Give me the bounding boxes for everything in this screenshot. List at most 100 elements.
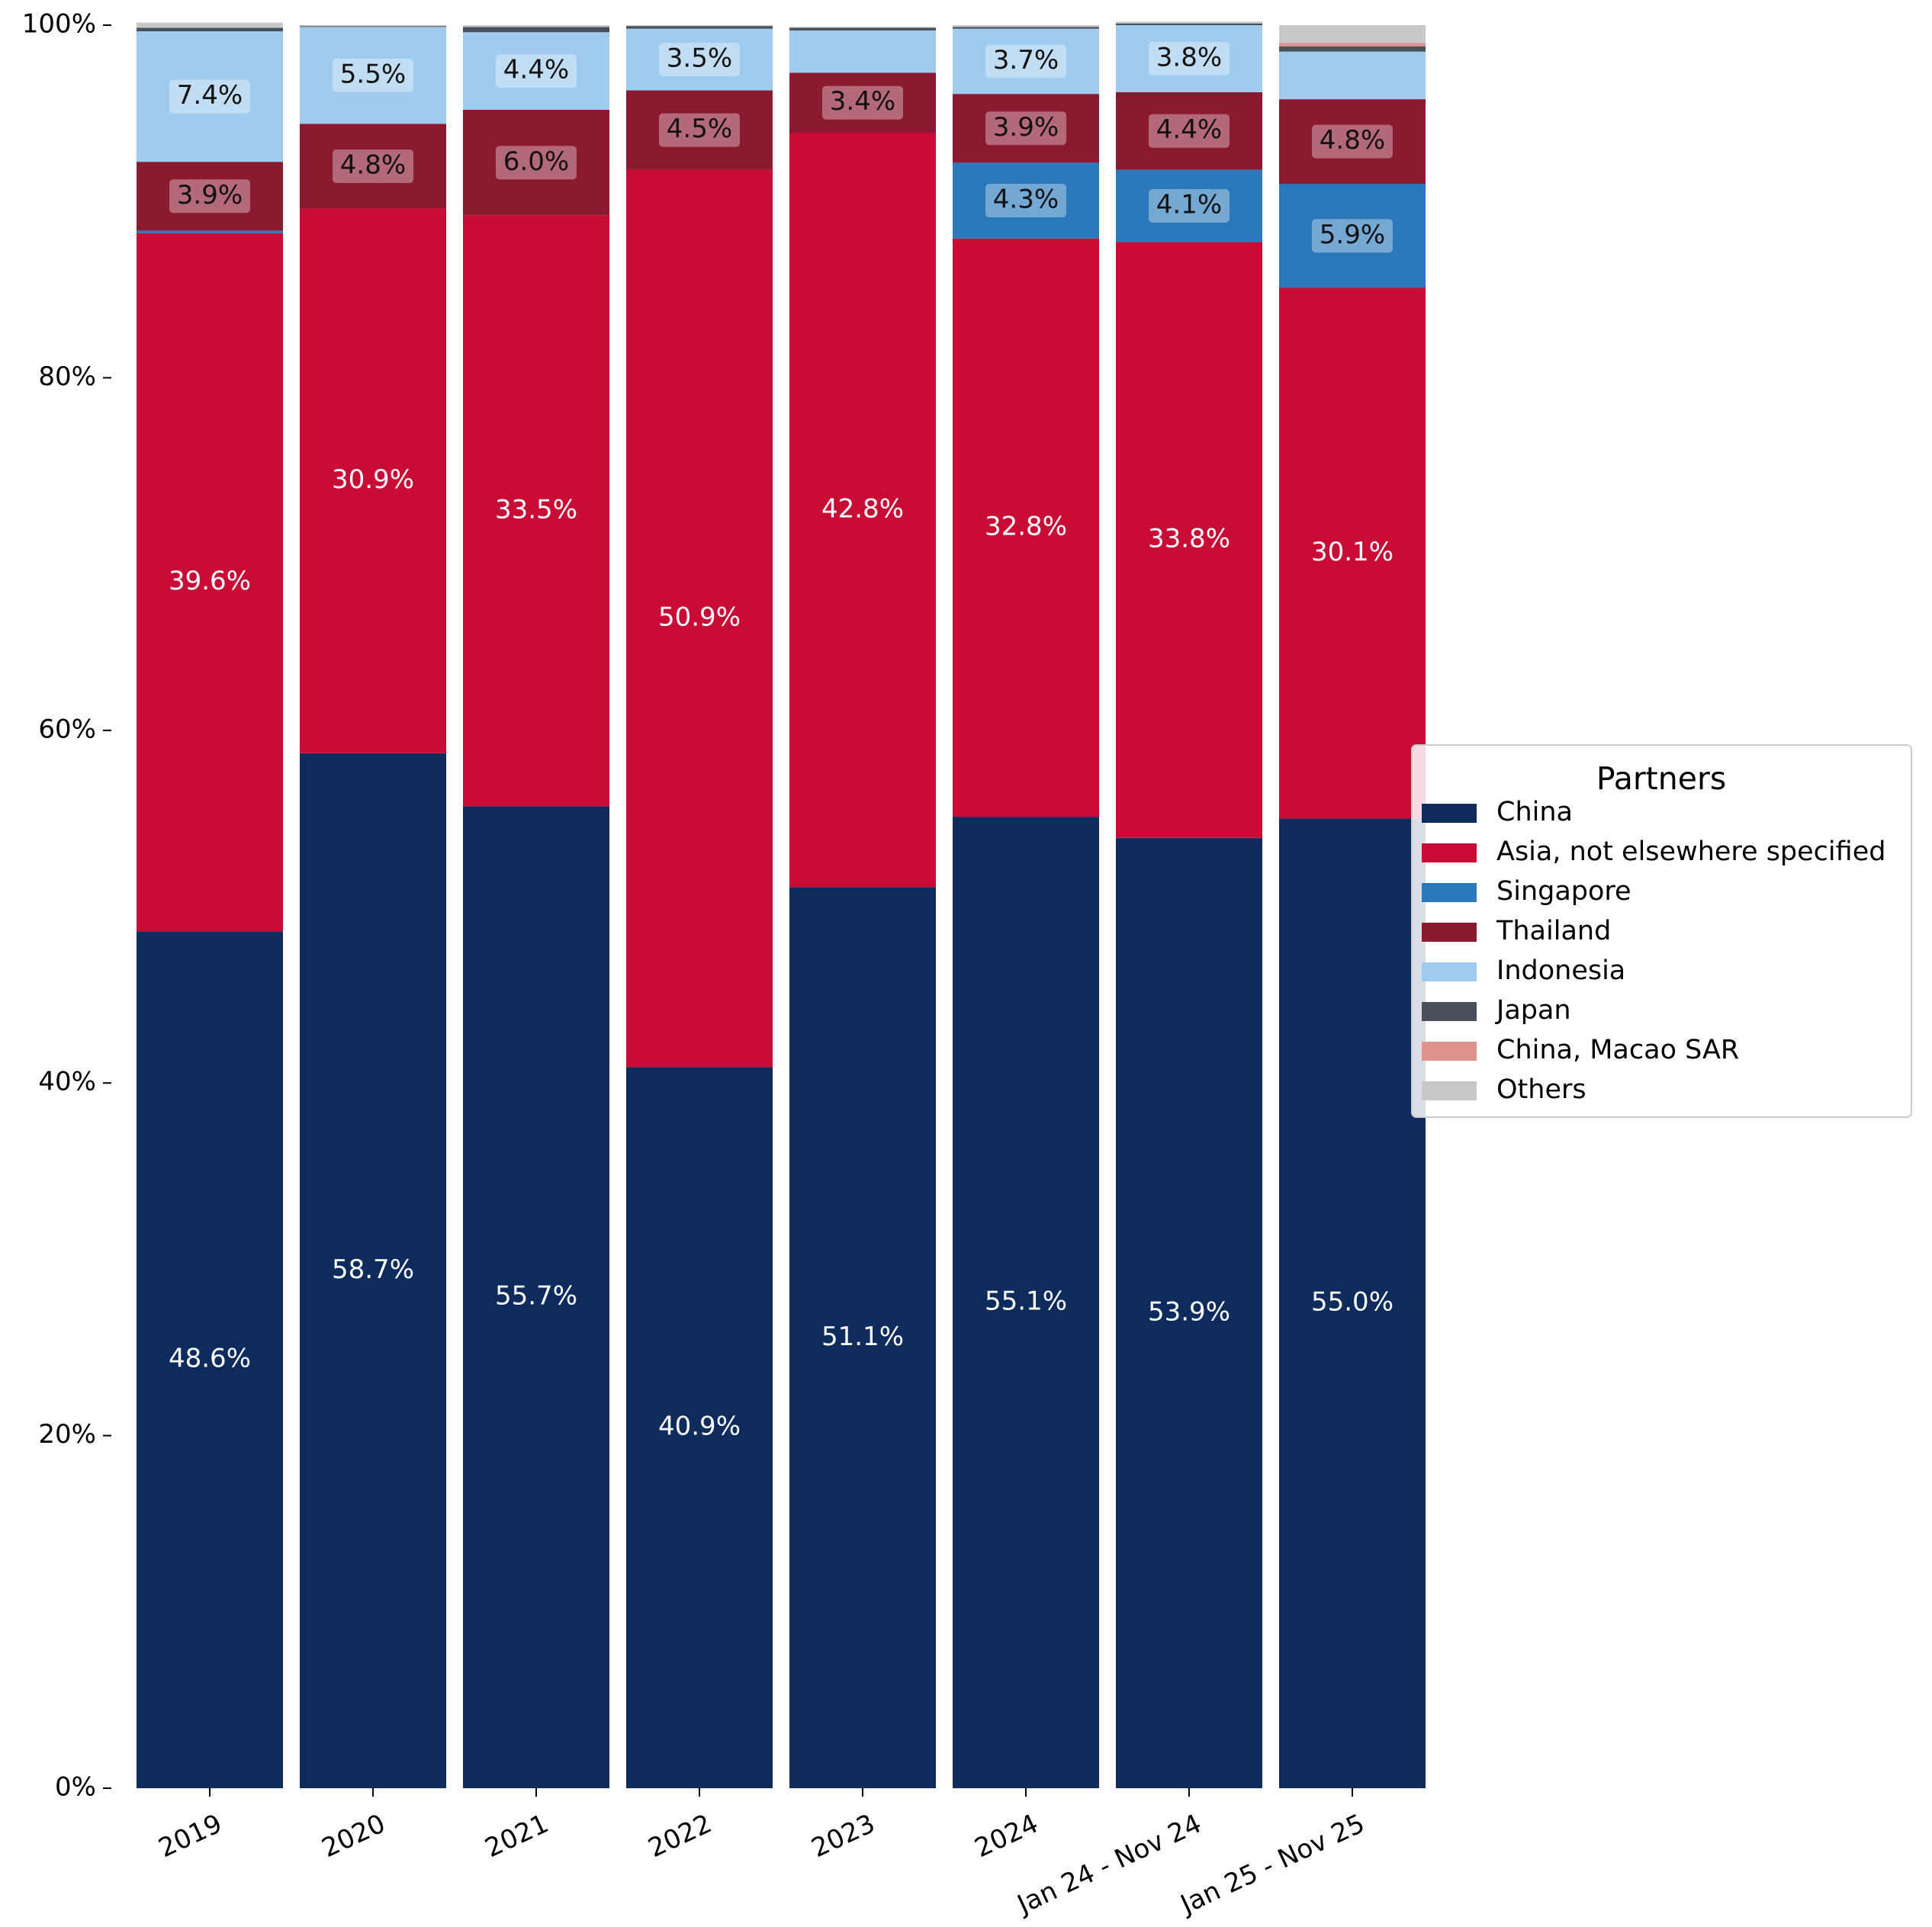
value-label-box	[659, 113, 740, 147]
value-label: 58.7%	[332, 1254, 414, 1285]
value-label-box	[496, 146, 577, 180]
bar-others-jan-24-nov-24	[1116, 21, 1262, 24]
legend-swatch-japan	[1422, 1002, 1477, 1021]
value-label-box	[333, 58, 413, 92]
value-label: 4.5%	[667, 114, 732, 144]
value-label: 50.9%	[658, 602, 741, 632]
bar-japan-2024	[953, 27, 1099, 29]
value-label: 7.4%	[177, 80, 243, 111]
bars-layer	[137, 21, 1426, 1789]
bar-china-2021	[463, 806, 609, 1788]
legend-label-indonesia: Indonesia	[1496, 955, 1625, 986]
bar-japan-2023	[789, 27, 936, 31]
legend-label-china: China	[1496, 797, 1573, 827]
legend-label-singapore: Singapore	[1496, 876, 1631, 907]
bar-indonesia-2021	[463, 32, 609, 110]
value-label-box	[985, 44, 1066, 79]
y-tick-label: 40%	[38, 1067, 96, 1097]
bar-others-2019	[137, 22, 283, 28]
value-label-box	[659, 43, 740, 77]
bar-others-jan-25-nov-25	[1279, 25, 1426, 43]
bar-thailand-2021	[463, 109, 609, 216]
y-tick-label: 80%	[38, 361, 96, 392]
bar-china-macao-sar-jan-25-nov-25	[1279, 43, 1426, 47]
legend-swatch-china-macao-sar	[1422, 1042, 1477, 1061]
value-label-box	[985, 184, 1066, 218]
legend: Partners China Asia, not elsewhere specif…	[1411, 744, 1912, 1118]
bar-asia-not-elsewhere-specified-2020	[300, 208, 446, 753]
legend-title: Partners	[1596, 760, 1726, 797]
x-tick-label: 2023	[807, 1808, 879, 1864]
bar-indonesia-2024	[953, 28, 1099, 95]
y-tick-label: 20%	[38, 1419, 96, 1450]
bar-singapore-jan-25-nov-25	[1279, 184, 1426, 288]
bar-japan-jan-25-nov-25	[1279, 46, 1426, 52]
value-label: 48.6%	[169, 1344, 251, 1374]
value-label-box	[1149, 188, 1230, 223]
bar-japan-2020	[300, 26, 446, 27]
value-label: 51.1%	[821, 1322, 904, 1352]
bar-others-2021	[463, 25, 609, 27]
bar-others-2020	[300, 25, 446, 27]
bar-japan-2019	[137, 27, 283, 32]
bar-others-2022	[626, 25, 773, 27]
bar-china-2019	[137, 931, 283, 1788]
y-axis: 0% 20% 40% 60% 80% 100%	[22, 9, 111, 1803]
value-label-box	[1312, 219, 1393, 253]
segment-labels-layer: 48.6% 39.6% 3.9% 7.4% 58.7% 30.9% 4.8% 5.5% 55.7…	[169, 41, 1394, 1442]
value-label: 4.8%	[1320, 125, 1385, 156]
value-label-box	[822, 85, 903, 120]
value-label: 4.8%	[340, 149, 406, 180]
value-label: 53.9%	[1148, 1296, 1230, 1327]
x-tick-label: Jan 24 - Nov 24	[1011, 1808, 1206, 1920]
bar-china-2022	[626, 1067, 773, 1788]
value-label: 55.1%	[985, 1286, 1067, 1317]
bar-indonesia-2020	[300, 27, 446, 124]
value-label: 40.9%	[658, 1412, 741, 1442]
value-label: 30.1%	[1311, 537, 1394, 567]
value-label: 3.9%	[177, 180, 243, 210]
bar-asia-not-elsewhere-specified-2022	[626, 169, 773, 1068]
value-label: 55.0%	[1311, 1287, 1394, 1318]
bar-others-2024	[953, 25, 1099, 27]
value-label: 55.7%	[495, 1281, 577, 1312]
value-label-box	[1312, 124, 1393, 159]
legend-label-others: Others	[1496, 1074, 1586, 1105]
value-label: 3.4%	[830, 86, 895, 117]
value-label-box	[496, 54, 577, 88]
bar-asia-not-elsewhere-specified-2023	[789, 133, 936, 888]
x-tick-label: Jan 25 - Nov 25	[1175, 1808, 1369, 1920]
bar-asia-not-elsewhere-specified-jan-25-nov-25	[1279, 287, 1426, 819]
bar-japan-jan-24-nov-24	[1116, 23, 1262, 25]
value-label: 3.9%	[993, 112, 1059, 143]
value-label: 3.7%	[993, 45, 1059, 75]
value-label: 30.9%	[332, 464, 414, 495]
y-tick-label: 100%	[22, 9, 96, 40]
legend-label-asia-not-elsewhere-specified: Asia, not elsewhere specified	[1496, 837, 1885, 867]
legend-frame	[1411, 744, 1912, 1118]
bar-asia-not-elsewhere-specified-jan-24-nov-24	[1116, 242, 1262, 838]
value-label: 4.4%	[503, 55, 569, 85]
legend-items: China Asia, not elsewhere specified Singap…	[1422, 797, 1885, 1105]
legend-label-china-macao-sar: China, Macao SAR	[1496, 1035, 1739, 1065]
bar-thailand-2023	[789, 72, 936, 133]
legend-swatch-thailand	[1422, 923, 1477, 942]
value-label: 42.8%	[821, 493, 904, 524]
bar-indonesia-jan-25-nov-25	[1279, 51, 1426, 100]
bar-china-jan-25-nov-25	[1279, 818, 1426, 1788]
legend-swatch-others	[1422, 1081, 1477, 1100]
value-label-box	[1149, 114, 1230, 148]
value-label-box	[169, 179, 250, 214]
bar-thailand-2020	[300, 124, 446, 209]
x-tick-label: 2022	[644, 1808, 716, 1864]
bar-china-2020	[300, 753, 446, 1789]
value-label: 33.5%	[495, 494, 577, 525]
bar-singapore-2019	[137, 230, 283, 233]
value-label-box	[333, 149, 413, 183]
legend-swatch-singapore	[1422, 883, 1477, 902]
bar-indonesia-2023	[789, 30, 936, 73]
y-tick-label: 60%	[38, 714, 96, 744]
bar-japan-2022	[626, 26, 773, 29]
value-label: 4.1%	[1156, 189, 1222, 220]
